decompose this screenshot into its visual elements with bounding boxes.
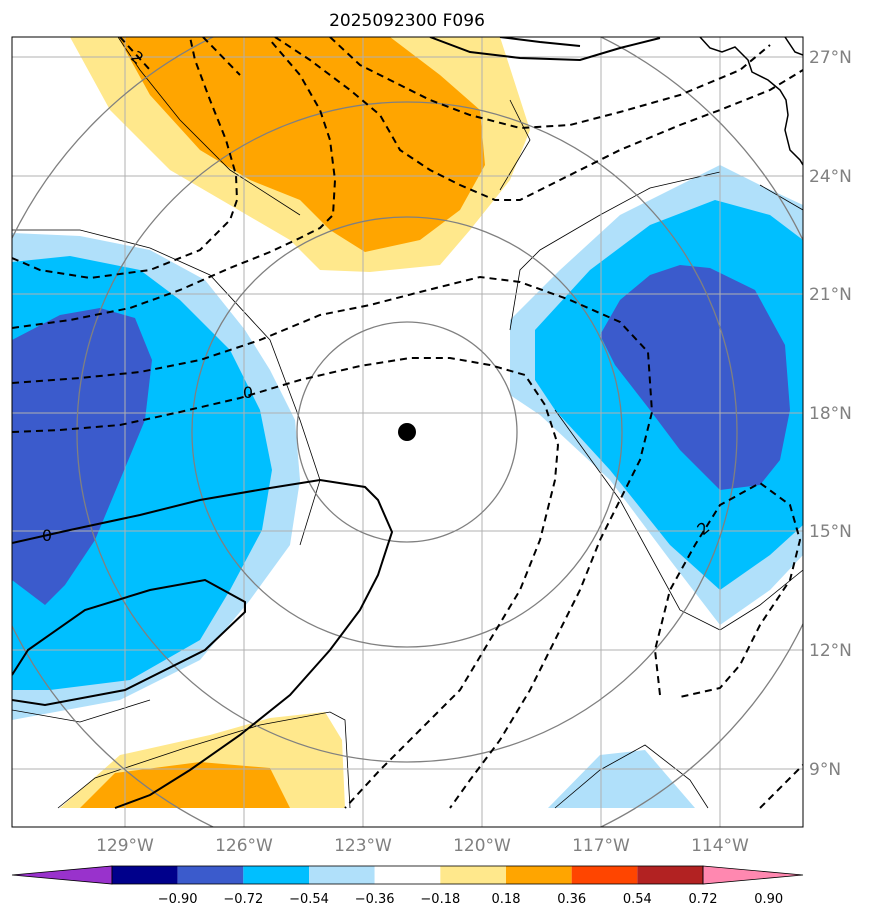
contour-solid-loop (12, 578, 246, 707)
lon-tick-123w: 123°W (334, 836, 392, 856)
lat-tick-15n: 15°N (809, 522, 852, 542)
ring-inner (296, 321, 518, 543)
colorbar-box (243, 866, 309, 884)
lat-tick-12n: 12°N (809, 641, 852, 661)
lat-tick-21n: 21°N (809, 285, 852, 305)
lon-tick-129w: 129°W (96, 836, 154, 856)
lon-tick-120w: 120°W (453, 836, 511, 856)
positive-anomaly-dark-south (80, 762, 290, 808)
colorbar-tick-label: 0.36 (557, 892, 586, 907)
contour-solid-north (429, 37, 661, 62)
colorbar-box (309, 866, 375, 884)
colorbar-tick-label: −0.36 (355, 892, 395, 907)
colorbar-tick-label: −0.90 (158, 892, 198, 907)
colorbar-tick-label: 0.54 (623, 892, 652, 907)
colorbar-box (177, 866, 244, 884)
map-area: 2 0 0 2 (12, 37, 803, 827)
colorbar-extend-low (11, 865, 113, 885)
negative-anomaly-dark-east (600, 265, 790, 490)
colorbar-tick-label: −0.54 (289, 892, 329, 907)
colorbar-box (506, 866, 572, 884)
positive-anomaly-dark-north (118, 37, 485, 252)
coastline (699, 37, 803, 166)
gridlines (12, 37, 803, 827)
lat-tick-27n: 27°N (809, 48, 852, 68)
distance-rings (12, 37, 803, 827)
colorbar-tick-label: 0.90 (754, 892, 783, 907)
colorbar: −0.90 −0.72 −0.54 −0.36 −0.18 0.18 0.36 0.54 0.7… (11, 865, 804, 907)
colorbar-extend-high (702, 865, 804, 885)
chart-title: 2025092300 F096 (329, 11, 485, 31)
solid-contours (12, 37, 661, 809)
colorbar-box (571, 866, 638, 884)
contour-label-solid-zero: 0 (42, 526, 52, 545)
colorbar-tick-label: 0.72 (689, 892, 718, 907)
lat-tick-18n: 18°N (809, 404, 852, 424)
ring-outer (76, 101, 738, 763)
lat-tick-9n: 9°N (809, 760, 841, 780)
colorbar-tick-label: −0.18 (420, 892, 460, 907)
colorbar-tick-label: −0.72 (223, 892, 263, 907)
dashed-contours (12, 37, 803, 809)
lon-tick-114w: 114°W (691, 836, 749, 856)
map-frame (11, 36, 804, 828)
lon-tick-126w: 126°W (215, 836, 273, 856)
ring-middle (191, 216, 623, 648)
lat-tick-24n: 24°N (809, 167, 852, 187)
contour-solid-zero (12, 478, 394, 809)
contour-label-dashed-zero: 0 (243, 383, 253, 402)
colorbar-frame (111, 865, 704, 885)
lon-tick-117w: 117°W (572, 836, 630, 856)
colorbar-box (637, 866, 703, 884)
negative-anomaly-light-southeast (548, 750, 695, 808)
colorbar-box (440, 866, 506, 884)
colorbar-box (374, 866, 441, 884)
colorbar-tick-label: 0.18 (492, 892, 521, 907)
colorbar-box (112, 866, 178, 884)
shading-outlines (12, 37, 803, 809)
storm-center-marker (398, 423, 416, 441)
